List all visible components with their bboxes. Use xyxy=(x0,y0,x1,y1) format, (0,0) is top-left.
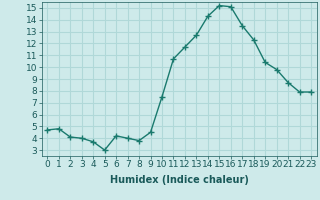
X-axis label: Humidex (Indice chaleur): Humidex (Indice chaleur) xyxy=(110,175,249,185)
